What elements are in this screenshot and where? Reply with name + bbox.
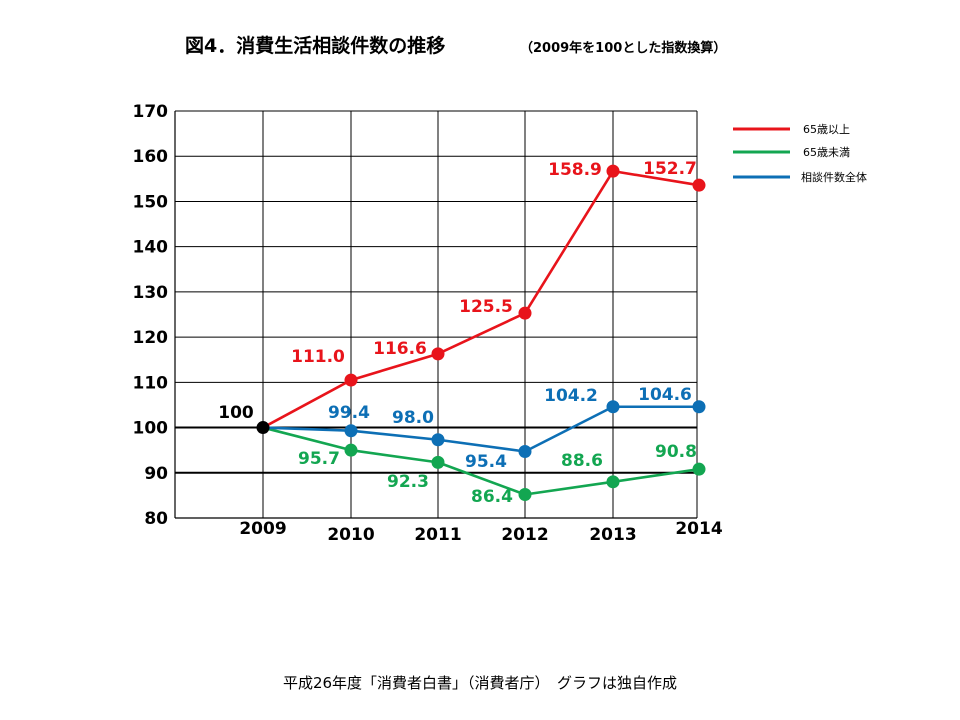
x-tick-label-2012: 2012	[501, 525, 548, 545]
y-tick-label-100: 100	[133, 419, 169, 439]
series-0-point-4	[606, 164, 620, 178]
series-2-point-4	[606, 400, 620, 414]
series-0-point-1	[344, 373, 358, 387]
y-tick-label-140: 140	[133, 238, 169, 258]
series-1-point-1	[344, 443, 358, 457]
series-2-point-2	[431, 433, 445, 447]
data-label-2-5: 104.6	[638, 385, 692, 405]
x-tick-label-2014: 2014	[675, 519, 722, 539]
data-label-0-2: 116.6	[373, 339, 427, 359]
y-tick-label-120: 120	[133, 328, 169, 348]
data-label-2-4: 104.2	[544, 386, 598, 406]
series-1-point-3	[518, 487, 532, 501]
y-tick-label-150: 150	[133, 192, 169, 212]
series-layer	[256, 164, 706, 501]
chart-subtitle: （2009年を100とした指数換算）	[520, 40, 726, 56]
data-label-0-5: 152.7	[643, 159, 697, 179]
series-line-1	[262, 426, 700, 496]
data-label-0-1: 111.0	[291, 347, 345, 367]
series-2-point-1	[344, 424, 358, 438]
data-label-1-2: 92.3	[387, 472, 429, 492]
axes: 80 90 100 110 120 130 140 150 160 170 2009 2010 2011…	[133, 102, 723, 545]
data-label-2-3: 95.4	[465, 452, 507, 472]
series-line-0	[262, 169, 700, 429]
x-tick-label-2011: 2011	[414, 525, 461, 545]
legend-label-2: 相談件数全体	[801, 170, 867, 184]
series-2-point-5	[692, 400, 706, 414]
data-label-0-3: 125.5	[459, 297, 513, 317]
data-label-baseline: 100	[218, 403, 254, 423]
series-1-point-5	[692, 462, 706, 476]
legend-label-1: 65歳未満	[803, 146, 850, 159]
legend-label-0: 65歳以上	[803, 123, 850, 136]
source-note: 平成26年度「消費者白書」（消費者庁） グラフは独自作成	[282, 674, 678, 692]
data-label-0-4: 158.9	[548, 160, 602, 180]
y-tick-label-80: 80	[144, 509, 168, 529]
x-tick-label-2013: 2013	[589, 525, 636, 545]
data-label-2-2: 98.0	[392, 408, 434, 428]
y-tick-label-160: 160	[133, 147, 169, 167]
data-labels: 100 111.0 116.6 125.5 158.9 152.7 95.7 92.3 86.4…	[218, 159, 697, 507]
data-label-1-3: 86.4	[471, 487, 513, 507]
series-0-point-2	[431, 347, 445, 361]
y-tick-label-110: 110	[133, 373, 169, 393]
y-tick-label-170: 170	[133, 102, 169, 122]
series-line-2	[262, 405, 699, 453]
x-tick-label-2010: 2010	[327, 525, 374, 545]
data-label-2-1: 99.4	[328, 403, 370, 423]
chart-title: 図4．消費生活相談件数の推移	[185, 34, 445, 57]
series-1-point-2	[431, 455, 445, 469]
series-1-point-4	[606, 475, 620, 489]
data-label-1-1: 95.7	[298, 449, 340, 469]
data-label-1-4: 88.6	[561, 451, 603, 471]
y-tick-label-130: 130	[133, 283, 169, 303]
series-0-point-3	[518, 306, 532, 320]
data-label-1-5: 90.8	[655, 442, 697, 462]
x-tick-label-2009: 2009	[239, 519, 286, 539]
start-point-2009	[256, 421, 270, 435]
series-0-point-5	[692, 178, 706, 192]
y-tick-label-90: 90	[144, 464, 168, 484]
series-2-point-3	[518, 445, 532, 459]
